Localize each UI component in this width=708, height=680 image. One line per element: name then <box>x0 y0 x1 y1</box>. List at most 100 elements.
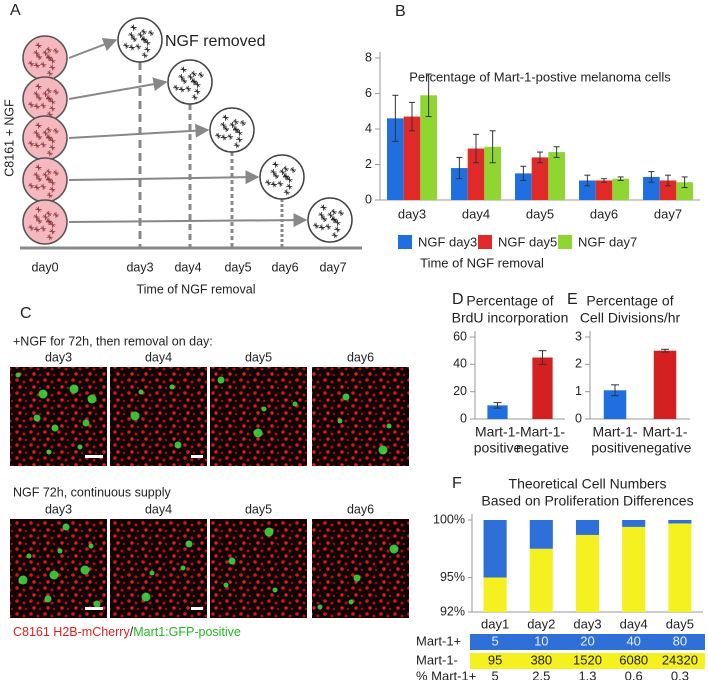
cell-icon <box>289 167 296 174</box>
gfp-cell <box>88 543 94 549</box>
bar <box>387 118 404 200</box>
x-tick-label: negative <box>639 440 692 456</box>
gfp-cell <box>57 548 63 554</box>
gfp-cell <box>138 389 144 395</box>
cell-icon <box>282 165 289 172</box>
cell-icon <box>318 224 325 231</box>
cell-icon <box>52 89 59 96</box>
cell-icon <box>45 176 52 183</box>
table-cell: 5 <box>491 668 498 680</box>
x-label: Time of NGF removal <box>136 282 255 296</box>
cell-icon <box>35 42 42 49</box>
cell-icon <box>33 184 40 191</box>
dish <box>117 17 163 63</box>
cell-icon <box>282 173 289 180</box>
table-row-band <box>470 653 705 669</box>
x-tick-label: day3 <box>573 616 601 631</box>
gfp-cell <box>62 523 70 531</box>
cell-icon <box>320 204 327 211</box>
cell-icon <box>229 122 236 129</box>
bar <box>643 176 660 200</box>
gfp-cell <box>26 553 32 559</box>
gfp-cell <box>33 414 41 422</box>
table-cell: 6080 <box>619 652 648 667</box>
cell-icon <box>185 85 192 92</box>
annotation: NGF removed <box>165 33 265 50</box>
cell-icon <box>45 168 52 175</box>
table-cell: 24320 <box>662 652 698 667</box>
cell-icon <box>42 172 49 179</box>
panel-letter: D <box>452 291 464 308</box>
table-row-label: Mart-1+ <box>416 633 461 648</box>
image-label: day3 <box>45 350 72 364</box>
bar-segment <box>483 520 507 578</box>
cell-icon <box>45 95 52 102</box>
gfp-cell <box>51 424 59 432</box>
cell-icon <box>330 208 337 215</box>
day-label: day5 <box>224 260 251 274</box>
x-tick-label: day5 <box>526 206 554 221</box>
gfp-cell <box>342 393 350 401</box>
x-tick-label: day3 <box>398 206 426 221</box>
micrograph <box>210 519 307 618</box>
cell-icon <box>46 234 53 241</box>
cell-icon <box>190 78 197 85</box>
cell-icon <box>232 126 239 133</box>
panel-letter: A <box>10 2 21 19</box>
bar <box>451 168 468 200</box>
gfp-cell <box>228 557 236 565</box>
table-cell: 95 <box>488 652 502 667</box>
cell-icon <box>135 43 142 50</box>
cell-icon <box>35 164 42 171</box>
image-label: day4 <box>145 350 172 364</box>
cell-icon <box>42 130 49 137</box>
table-cell: 5 <box>491 633 498 648</box>
micrograph <box>312 367 409 466</box>
cell-icon <box>33 171 40 178</box>
cell-icon <box>334 219 341 226</box>
bar-segment <box>622 520 646 527</box>
cell-icon <box>144 39 151 46</box>
chart-title: Based on Proliferation Differences <box>481 493 693 509</box>
x-tick-label: Mart-1- <box>475 424 520 440</box>
cell-icon <box>223 125 230 132</box>
cell-icon <box>42 50 49 57</box>
gfp-cell <box>169 384 175 390</box>
cell-icon <box>45 54 52 61</box>
table-cell: 20 <box>580 633 594 648</box>
cell-icon <box>28 101 35 108</box>
gfp-cell <box>82 419 90 427</box>
cell-icon <box>40 61 47 68</box>
bar <box>595 180 613 200</box>
bar <box>603 390 627 419</box>
cell-icon <box>325 223 332 230</box>
x-tick-label: day4 <box>462 206 490 221</box>
bar <box>532 357 553 419</box>
cell-icon <box>33 213 40 220</box>
micrograph <box>110 519 207 618</box>
arrow <box>68 77 168 100</box>
chart-title: Percentage of <box>586 293 673 309</box>
x-label: Time of NGF removal <box>420 255 544 270</box>
cell-icon <box>318 211 325 218</box>
panel-letter: F <box>452 475 462 492</box>
cell-icon <box>49 64 56 71</box>
table-cell: 380 <box>530 652 552 667</box>
cell-icon <box>52 48 59 55</box>
legend-label: NGF day7 <box>578 234 637 249</box>
gfp-cell <box>80 565 90 575</box>
gfp-cell <box>348 599 354 605</box>
cell-icon <box>42 91 49 98</box>
dish <box>22 35 68 81</box>
gfp-cell <box>378 445 388 455</box>
x-tick-label: day6 <box>590 206 618 221</box>
micrograph <box>110 367 207 466</box>
bar-segment <box>483 577 507 612</box>
cell-icon <box>140 36 147 43</box>
micrograph <box>210 367 307 466</box>
table-row-band <box>470 634 705 650</box>
cell-icon <box>220 121 227 128</box>
cell-icon <box>49 98 56 105</box>
gfp-cell <box>389 544 399 554</box>
